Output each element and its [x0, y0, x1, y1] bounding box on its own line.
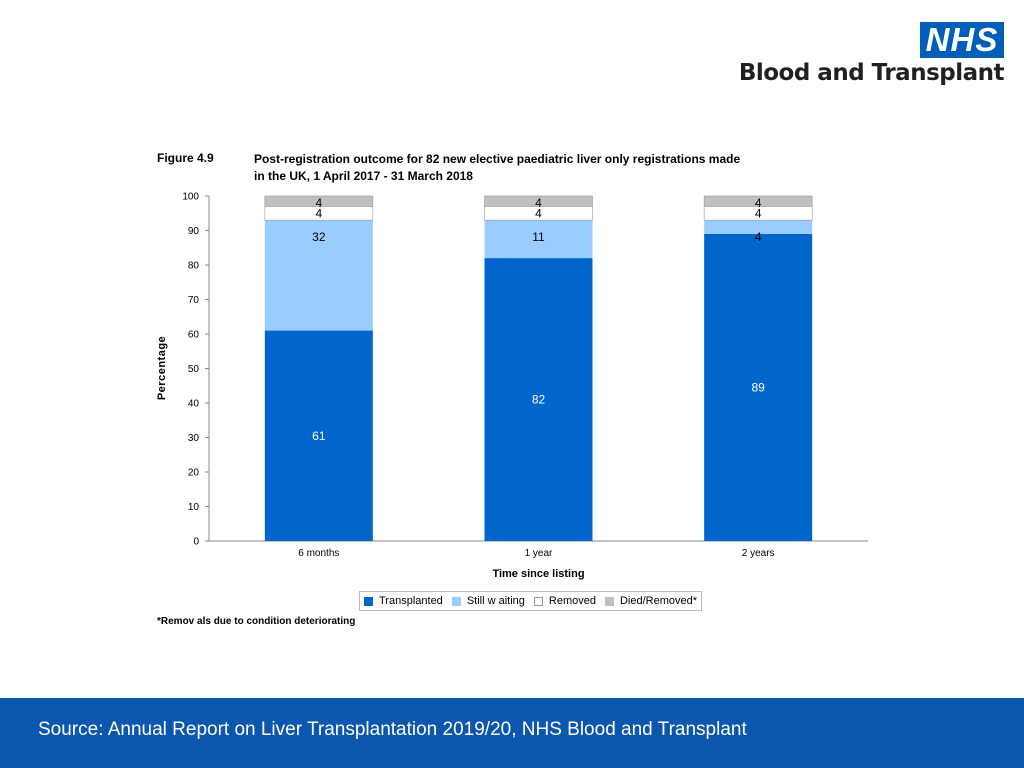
x-axis-title: Time since listing: [492, 568, 584, 580]
bar-segment: [484, 195, 593, 207]
bar-value-label: 4: [315, 206, 322, 220]
legend-label-removed: Removed: [548, 595, 596, 607]
legend-label-transplanted: Transplanted: [379, 595, 443, 607]
bar-value-label: 4: [535, 206, 542, 220]
x-tick-label: 2 years: [742, 548, 775, 559]
nhs-logo: NHS Blood and Transplant: [739, 20, 1005, 90]
figure-label: Figure 4.9: [157, 151, 214, 165]
y-tick-label: 90: [188, 226, 200, 237]
legend-item-still-waiting: Still w aiting: [451, 595, 525, 607]
y-tick-label: 20: [188, 468, 200, 479]
footnote: *Remov als due to condition deterioratin…: [157, 616, 356, 627]
legend-swatch-died-removed: [604, 596, 614, 606]
legend-label-still-waiting: Still w aiting: [466, 595, 525, 607]
chart-legend: Transplanted Still w aiting Removed Died…: [359, 591, 703, 611]
bar-value-label: 4: [535, 196, 542, 210]
nhs-badge-text: NHS: [925, 21, 999, 58]
bar-segment: [264, 330, 373, 541]
bar-value-label: 11: [532, 230, 545, 244]
legend-swatch-removed: [533, 596, 543, 606]
y-tick-label: 50: [188, 364, 200, 375]
stacked-bar-chart: 0 10 20 30 40 50 60 70 80 90 100 Percentage Time sin…: [156, 192, 868, 580]
bar-value-label: 61: [312, 429, 326, 443]
bar-segment: [704, 220, 813, 234]
legend-swatch-transplanted: [364, 596, 373, 606]
figure-title: Post-registration outcome for 82 new ele…: [254, 152, 741, 183]
nhs-badge: NHS: [920, 22, 1004, 58]
bar-value-label: 4: [315, 196, 322, 210]
x-tick-label: 6 months: [298, 548, 339, 559]
bar-value-label: 4: [755, 206, 762, 220]
bar-segment: [484, 220, 593, 259]
bar-value-label: 82: [532, 393, 546, 407]
legend-swatch-still-waiting: [451, 596, 461, 606]
bar-value-label: 89: [751, 380, 765, 394]
y-axis-title: Percentage: [156, 336, 168, 400]
source-text: Source: Annual Report on Liver Transplan…: [38, 719, 747, 740]
bar-value-label: 4: [755, 196, 762, 210]
y-tick-label: 30: [188, 433, 200, 444]
x-tick-label: 1 year: [525, 548, 553, 559]
source-footer: Source: Annual Report on Liver Transplan…: [0, 698, 1024, 768]
legend-item-removed: Removed: [533, 595, 596, 607]
organisation-name: Blood and Transplant: [738, 60, 1005, 86]
y-tick-label: 60: [188, 330, 200, 341]
legend-label-died-removed: Died/Removed*: [619, 595, 698, 607]
bar-segment: [264, 195, 374, 207]
bar-value-label: 4: [755, 230, 762, 244]
y-tick-label: 100: [182, 192, 199, 203]
bar-segment: [703, 195, 813, 207]
legend-item-died-removed: Died/Removed*: [604, 595, 698, 607]
bar-segment: [484, 258, 593, 541]
y-tick-label: 40: [188, 399, 200, 410]
bar-segment: [704, 233, 813, 541]
legend-item-transplanted: Transplanted: [364, 595, 443, 607]
bar-segment: [264, 220, 373, 331]
bar-value-label: 32: [312, 230, 326, 244]
y-tick-label: 80: [188, 261, 200, 272]
y-tick-label: 70: [188, 295, 200, 306]
y-tick-label: 10: [188, 502, 200, 513]
y-tick-label: 0: [193, 537, 199, 548]
